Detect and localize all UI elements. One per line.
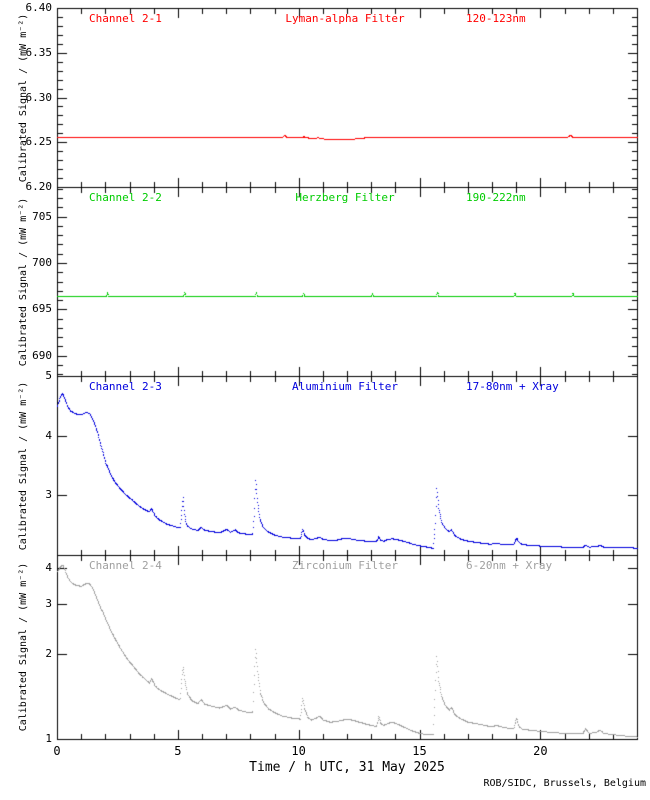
panel-3-y-tick-label: 4 xyxy=(45,428,52,442)
x-tick-label: 0 xyxy=(53,744,61,758)
credit-text: ROB/SIDC, Brussels, Belgium xyxy=(483,778,646,789)
panel-2-y-tick-label: 690 xyxy=(32,348,52,362)
x-axis-title: Time / h UTC, 31 May 2025 xyxy=(249,760,445,775)
x-tick-label: 5 xyxy=(174,744,182,758)
panel-4-y-tick-label: 2 xyxy=(45,646,52,660)
panel-1-y-tick-label: 6.40 xyxy=(25,1,53,14)
panel-4-y-tick-label: 3 xyxy=(45,596,52,610)
panel-4-band-label: 6-20nm + Xray xyxy=(466,559,553,572)
panel-3-y-axis-title: Calibrated Signal / (mW m⁻²) xyxy=(18,381,29,550)
panel-2-filter-label: Herzberg Filter xyxy=(295,191,395,204)
panel-3-y-tick-label: 5 xyxy=(45,369,52,382)
panel-1-y-tick-label: 6.30 xyxy=(25,90,53,104)
panel-3-y-tick-label: 3 xyxy=(45,488,52,502)
panel-1-band-label: 120-123nm xyxy=(466,12,526,25)
panel-2-y-tick-label: 705 xyxy=(32,209,52,223)
panel-2-y-axis-title: Calibrated Signal / (mW m⁻²) xyxy=(18,197,29,366)
panel-1-y-tick-label: 6.20 xyxy=(25,180,53,193)
panel-1-y-tick-label: 6.25 xyxy=(25,135,53,149)
panel-4-y-tick-label: 1 xyxy=(45,732,52,745)
panel-2-y-tick-label: 695 xyxy=(32,302,52,316)
panel-3-channel-label: Channel 2-3 xyxy=(89,380,162,393)
panel-1-channel-label: Channel 2-1 xyxy=(89,12,162,25)
x-tick-label: 20 xyxy=(533,744,548,758)
panel-2-y-tick-label: 700 xyxy=(32,255,52,269)
panel-4-y-tick-label: 4 xyxy=(45,561,52,575)
x-tick-label: 10 xyxy=(291,744,306,758)
panel-3-band-label: 17-80nm + Xray xyxy=(466,380,559,393)
panel-2-band-label: 190-222nm xyxy=(466,191,526,204)
panel-1-y-tick-label: 6.35 xyxy=(25,45,53,59)
panel-2-channel-label: Channel 2-2 xyxy=(89,191,162,204)
panel-4-filter-label: Zirconium Filter xyxy=(292,559,398,572)
panel-4-channel-label: Channel 2-4 xyxy=(89,559,162,572)
panel-3-filter-label: Aluminium Filter xyxy=(292,380,398,393)
x-tick-label: 15 xyxy=(412,744,427,758)
panel-1-filter-label: Lyman-alpha Filter xyxy=(285,12,405,25)
